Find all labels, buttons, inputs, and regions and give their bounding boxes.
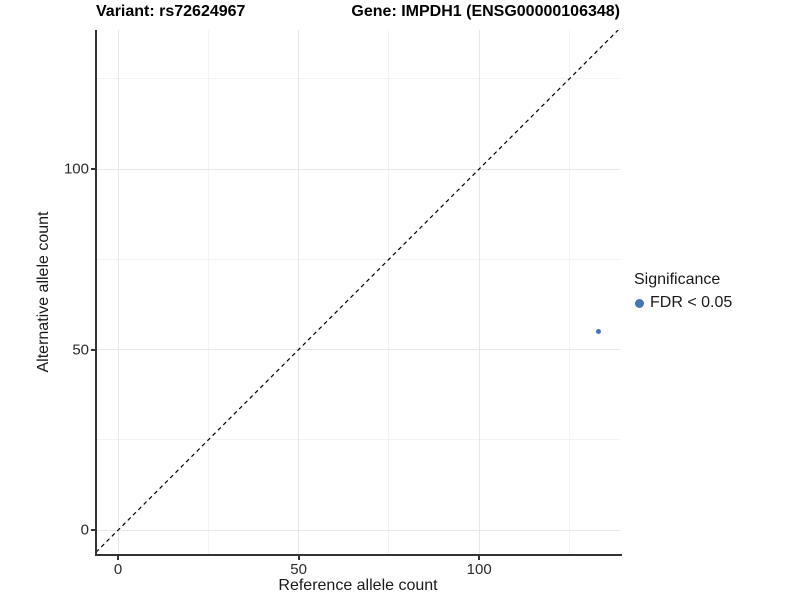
x-tick-mark [478,556,481,560]
y-major-gridline [96,349,620,351]
legend-title: Significance [634,271,721,288]
plot-title-row: Variant: rs72624967 Gene: IMPDH1 (ENSG00… [96,3,620,21]
x-tick-label: 50 [290,561,307,578]
x-minor-gridline [568,30,570,554]
x-major-gridline [298,30,300,554]
identity-line [96,30,619,553]
legend-key-dot [635,298,644,308]
variant-title: Variant: rs72624967 [96,3,246,20]
y-tick-label: 0 [80,521,89,539]
y-major-gridline [96,168,620,170]
legend: Significance FDR < 0.05 [634,271,732,312]
y-tick-label: 100 [63,160,89,178]
y-minor-gridline [96,78,620,80]
legend-items: FDR < 0.05 [634,294,732,312]
y-major-gridline [96,529,620,531]
y-tick-label: 50 [72,341,89,359]
x-tick-mark [117,556,120,560]
y-tick-mark [91,529,95,532]
y-minor-gridline [96,258,620,260]
legend-item-label: FDR < 0.05 [650,294,733,311]
data-point [595,329,601,335]
x-tick-label: 100 [466,561,492,578]
y-axis-line [95,30,97,556]
y-minor-gridline [96,439,620,441]
plot-panel [96,30,620,554]
y-tick-mark [91,348,95,351]
x-tick-mark [297,556,300,560]
y-tick-mark [91,168,95,171]
y-axis-title: Alternative allele count [35,211,52,373]
x-major-gridline [117,30,119,554]
x-major-gridline [478,30,480,554]
legend-item: FDR < 0.05 [634,294,732,312]
x-axis-line [95,554,622,556]
x-tick-label: 0 [113,561,123,578]
x-minor-gridline [388,30,390,554]
x-axis-title: Reference allele count [278,577,438,594]
x-minor-gridline [207,30,209,554]
gene-title: Gene: IMPDH1 (ENSG00000106348) [351,3,620,20]
